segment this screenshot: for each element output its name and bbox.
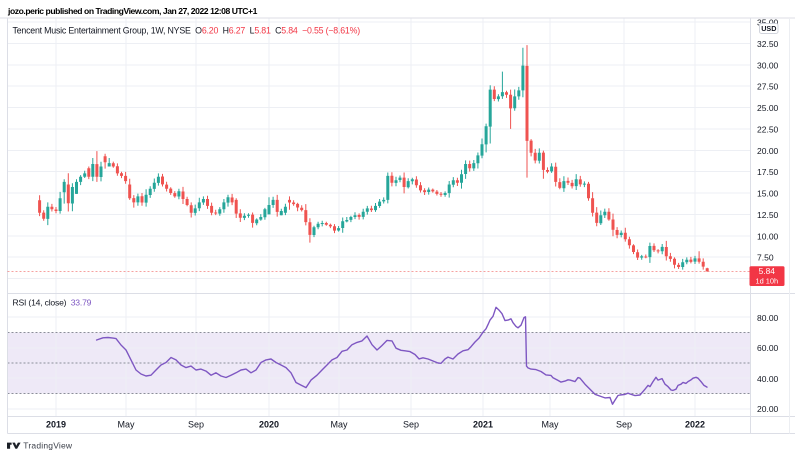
svg-text:27.50: 27.50 — [757, 82, 779, 92]
svg-text:7.50: 7.50 — [757, 253, 774, 263]
svg-text:60.00: 60.00 — [757, 343, 779, 353]
svg-text:25.00: 25.00 — [757, 103, 779, 113]
svg-text:1d 10h: 1d 10h — [755, 277, 778, 286]
svg-text:Sep: Sep — [188, 420, 204, 430]
svg-text:80.00: 80.00 — [757, 313, 779, 323]
svg-text:TradingView: TradingView — [23, 441, 73, 451]
svg-text:15.00: 15.00 — [757, 189, 779, 199]
svg-text:30.00: 30.00 — [757, 60, 779, 70]
svg-text:Tencent Music Entertainment Gr: Tencent Music Entertainment Group, 1W, N… — [13, 25, 361, 35]
svg-text:2019: 2019 — [46, 420, 66, 430]
svg-text:20.00: 20.00 — [757, 146, 779, 156]
svg-text:17.50: 17.50 — [757, 167, 779, 177]
svg-text:2021: 2021 — [473, 420, 493, 430]
svg-text:jozo.peric published on Tradin: jozo.peric published on TradingView.com,… — [7, 6, 258, 16]
svg-text:10.00: 10.00 — [757, 231, 779, 241]
svg-text:2020: 2020 — [259, 420, 279, 430]
svg-text:May: May — [541, 420, 559, 430]
svg-text:Sep: Sep — [403, 420, 419, 430]
svg-text:May: May — [330, 420, 348, 430]
svg-text:RSI (14, close) 33.79: RSI (14, close) 33.79 — [13, 297, 92, 307]
svg-text:5.84: 5.84 — [759, 266, 776, 276]
svg-text:USD: USD — [761, 24, 776, 33]
svg-text:Sep: Sep — [616, 420, 632, 430]
svg-text:20.00: 20.00 — [757, 404, 779, 414]
svg-text:12.50: 12.50 — [757, 210, 779, 220]
svg-text:35.00: 35.00 — [757, 18, 779, 28]
svg-text:2022: 2022 — [685, 420, 705, 430]
svg-text:May: May — [117, 420, 135, 430]
svg-text:40.00: 40.00 — [757, 374, 779, 384]
svg-text:22.50: 22.50 — [757, 124, 779, 134]
svg-text:32.50: 32.50 — [757, 39, 779, 49]
